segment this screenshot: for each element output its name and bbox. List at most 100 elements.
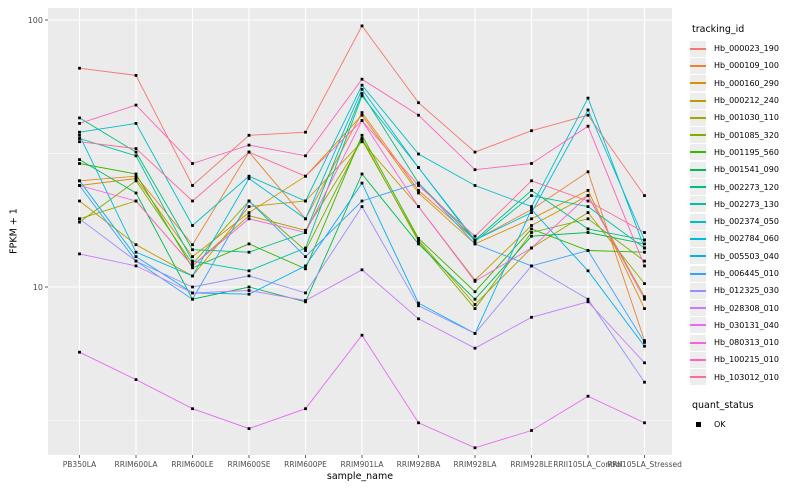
data-point <box>586 199 590 203</box>
legend-line-icon <box>690 341 706 344</box>
data-point <box>643 194 646 197</box>
legend-key-swatch <box>690 230 706 247</box>
data-point <box>304 199 307 203</box>
data-point <box>417 191 420 195</box>
data-point <box>643 238 646 242</box>
data-point <box>360 24 364 28</box>
data-point <box>134 154 138 158</box>
data-point <box>643 344 646 348</box>
data-point <box>586 189 590 192</box>
data-point <box>530 162 533 165</box>
data-point <box>191 266 194 270</box>
legend-key-swatch <box>690 92 706 109</box>
data-point <box>134 264 138 268</box>
data-point <box>247 250 251 254</box>
data-point <box>586 227 590 231</box>
data-point <box>417 242 420 246</box>
legend-item-label: Hb_030131_040 <box>714 320 779 330</box>
legend-key-swatch <box>690 109 706 126</box>
legend-item-Hb_001541_090: Hb_001541_090 <box>688 161 800 178</box>
data-point <box>360 113 364 117</box>
data-point <box>134 177 138 180</box>
data-point <box>134 174 138 178</box>
data-point <box>473 346 477 350</box>
legend-line-icon <box>690 272 706 275</box>
data-point <box>473 184 477 187</box>
data-point <box>530 208 533 211</box>
data-point <box>78 133 81 137</box>
data-point <box>417 181 420 185</box>
data-point <box>134 250 138 254</box>
data-point <box>530 234 533 238</box>
data-point <box>586 113 590 117</box>
data-point <box>530 246 533 250</box>
data-point <box>191 162 194 165</box>
data-point <box>247 177 251 180</box>
data-point <box>417 421 420 425</box>
legend-key-swatch <box>690 417 706 433</box>
legend-item-Hb_030131_040: Hb_030131_040 <box>688 317 800 334</box>
data-point <box>247 242 251 246</box>
data-point <box>586 394 590 398</box>
legend-key-swatch <box>690 179 706 196</box>
legend-key-swatch <box>690 248 706 265</box>
legend-quant-items: OK <box>688 416 800 433</box>
data-point <box>191 291 194 295</box>
data-point <box>360 111 364 114</box>
data-point <box>530 231 533 234</box>
x-tick-label: RRIM600SE <box>228 460 271 469</box>
data-point <box>417 101 420 105</box>
legend-item-quant-ok: OK <box>688 416 800 433</box>
x-tick-label: RRII105LA_Stressed <box>607 460 682 469</box>
data-point <box>643 295 646 299</box>
data-point <box>473 242 477 246</box>
data-point <box>643 242 646 246</box>
legend-line-icon <box>690 186 706 189</box>
data-point <box>473 238 477 242</box>
legend-item-Hb_002374_050: Hb_002374_050 <box>688 213 800 230</box>
data-point <box>134 74 138 77</box>
data-point <box>530 227 533 231</box>
legend-item-label: Hb_100215_010 <box>714 355 779 365</box>
legend-item-label: Hb_080313_010 <box>714 338 779 348</box>
data-point <box>304 231 307 234</box>
data-point <box>473 234 477 238</box>
data-point <box>134 243 138 247</box>
data-point <box>643 231 646 234</box>
data-point <box>530 189 533 192</box>
legend-item-Hb_028308_010: Hb_028308_010 <box>688 299 800 317</box>
data-point <box>191 199 194 203</box>
data-point <box>78 122 81 125</box>
data-point <box>586 205 590 208</box>
data-point <box>586 96 590 100</box>
y-tick-label: 100 <box>28 16 43 25</box>
data-point <box>473 307 477 310</box>
legend-key-swatch <box>690 334 706 351</box>
data-point <box>78 162 81 165</box>
legend-item-Hb_002784_060: Hb_002784_060 <box>688 230 800 247</box>
data-point <box>78 158 81 161</box>
legend-key-swatch <box>690 213 706 230</box>
legend-item-label: Hb_000109_100 <box>714 61 779 71</box>
legend-key-swatch <box>690 144 706 161</box>
legend-item-Hb_001085_320: Hb_001085_320 <box>688 126 800 144</box>
data-point <box>134 378 138 381</box>
data-point <box>417 184 420 187</box>
legend-line-icon <box>690 220 706 223</box>
data-point <box>473 168 477 172</box>
legend-key-swatch <box>690 317 706 334</box>
data-point <box>530 179 533 183</box>
legend-item-label: Hb_006445_010 <box>714 269 779 278</box>
legend-item-label: Hb_012325_030 <box>714 286 779 296</box>
legend-item-Hb_080313_010: Hb_080313_010 <box>688 334 800 351</box>
axes: 100 10 PB350LA RRIM600LA RRIM600LE RRIM600SE R… <box>28 16 682 469</box>
data-point <box>191 243 194 247</box>
data-point <box>643 282 646 285</box>
legend-item-label: Hb_001085_320 <box>714 130 779 140</box>
legend-item-label: Hb_002273_120 <box>714 182 779 192</box>
data-point <box>643 341 646 344</box>
data-point <box>586 269 590 273</box>
legend-line-icon <box>690 151 706 154</box>
legend-item-Hb_100215_010: Hb_100215_010 <box>688 351 800 368</box>
